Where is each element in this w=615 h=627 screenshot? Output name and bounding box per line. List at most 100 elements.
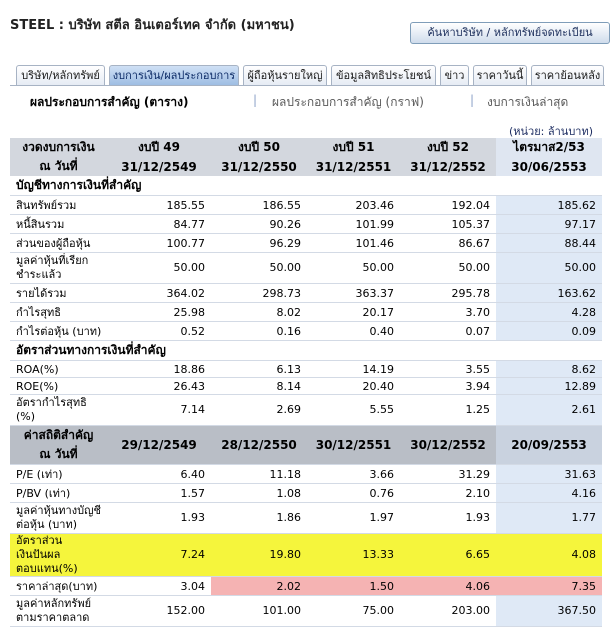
- cell-value: 298.73: [211, 283, 307, 303]
- stats-header-date: 29/12/2549: [107, 425, 211, 465]
- cell-value: 8.02: [211, 302, 307, 322]
- tab-divider: [10, 85, 605, 86]
- row-label: มูลค่าหุ้นที่เรียกชำระแล้ว: [10, 252, 107, 284]
- tab-news[interactable]: ข่าว: [440, 65, 469, 85]
- tab-today-price[interactable]: ราคาวันนี้: [473, 65, 527, 85]
- cell-value: 0.40: [307, 321, 400, 341]
- cell-value: 25.98: [107, 302, 211, 322]
- cell-value: 3.55: [400, 360, 496, 378]
- stats-header-date: 30/12/2552: [400, 425, 496, 465]
- cell-value: 18.86: [107, 360, 211, 378]
- cell-value: 4.16: [496, 483, 602, 503]
- section-title: อัตราส่วนทางการเงินที่สำคัญ: [10, 340, 602, 361]
- tab-historical-price[interactable]: ราคาย้อนหลัง: [531, 65, 604, 85]
- period-header-name: งบปี 51: [307, 138, 400, 157]
- row-label: กำไรสุทธิ: [10, 302, 107, 322]
- section-key-ratios: อัตราส่วนทางการเงินที่สำคัญ: [10, 340, 602, 361]
- table-row: สินทรัพย์รวม 185.55 186.55 203.46 192.04 185.…: [10, 195, 602, 215]
- cell-value: 50.00: [211, 252, 307, 284]
- cell-value: 0.16: [211, 321, 307, 341]
- cell-value: 2.61: [496, 394, 602, 426]
- cell-value: 7.24: [107, 533, 211, 577]
- period-header-row: งวดงบการเงิน งบปี 49 งบปี 50 งบปี 51 งบปี 52…: [10, 138, 602, 157]
- period-header-label: ณ วันที่: [10, 157, 107, 176]
- row-label: กำไรต่อหุ้น (บาท): [10, 321, 107, 341]
- tab-financials[interactable]: งบการเงิน/ผลประกอบการ: [109, 65, 239, 85]
- cell-value: 2.02: [211, 576, 307, 596]
- subnav-current: ผลประกอบการสำคัญ (ตาราง): [30, 93, 188, 112]
- cell-value: 367.50: [496, 595, 602, 627]
- stats-header-line: ค่าสถิติสำคัญ: [23, 428, 94, 442]
- tab-company[interactable]: บริษัท/หลักทรัพย์: [16, 65, 105, 85]
- cell-value: 295.78: [400, 283, 496, 303]
- row-label: P/BV (เท่า): [10, 483, 107, 503]
- table-row: ROE(%) 26.43 8.14 20.40 3.94 12.89: [10, 377, 602, 395]
- cell-value: 0.52: [107, 321, 211, 341]
- row-label: อัตรากำไรสุทธิ (%): [10, 394, 107, 426]
- cell-value: 90.26: [211, 214, 307, 234]
- cell-value: 1.57: [107, 483, 211, 503]
- cell-value: 1.50: [307, 576, 400, 596]
- cell-value: 50.00: [400, 252, 496, 284]
- table-row: มูลค่าหุ้นที่เรียกชำระแล้ว 50.00 50.00 50.0…: [10, 252, 602, 284]
- subnav-latest-statement-link[interactable]: งบการเงินล่าสุด: [487, 95, 569, 109]
- row-label: มูลค่าหลักทรัพย์ตามราคาตลาด: [10, 595, 107, 627]
- cell-value: 12.89: [496, 377, 602, 395]
- table-row: ส่วนของผู้ถือหุ้น 100.77 96.29 101.46 86.67 8…: [10, 233, 602, 253]
- period-header-date: 31/12/2549: [107, 157, 211, 176]
- row-label: อัตราส่วนเงินปันผลตอบแทน(%): [10, 533, 107, 577]
- cell-value: 0.76: [307, 483, 400, 503]
- cell-value: 6.13: [211, 360, 307, 378]
- cell-value: 4.06: [400, 576, 496, 596]
- cell-value: 75.00: [307, 595, 400, 627]
- table-row: ราคาล่าสุด(บาท) 3.04 2.02 1.50 4.06 7.35: [10, 576, 602, 596]
- period-header-date: 31/12/2550: [211, 157, 307, 176]
- cell-value: 192.04: [400, 195, 496, 215]
- table-row: P/BV (เท่า) 1.57 1.08 0.76 2.10 4.16: [10, 483, 602, 503]
- row-label: ราคาล่าสุด(บาท): [10, 576, 107, 596]
- page-title: STEEL : บริษัท สตีล อินเตอร์เทค จำกัด (ม…: [10, 18, 295, 33]
- table-row: กำไรต่อหุ้น (บาท) 0.52 0.16 0.40 0.07 0.09: [10, 321, 602, 341]
- cell-value: 19.80: [211, 533, 307, 577]
- subnav-graph-link[interactable]: ผลประกอบการสำคัญ (กราฟ): [272, 95, 424, 109]
- cell-value: 84.77: [107, 214, 211, 234]
- cell-value: 3.70: [400, 302, 496, 322]
- cell-value: 14.19: [307, 360, 400, 378]
- period-header-date: 30/06/2553: [496, 157, 602, 176]
- company-search-button[interactable]: ค้นหาบริษัท / หลักทรัพย์จดทะเบียน: [410, 22, 610, 44]
- row-label: มูลค่าหุ้นทางบัญชีต่อหุ้น (บาท): [10, 502, 107, 534]
- cell-value: 203.00: [400, 595, 496, 627]
- cell-value: 20.40: [307, 377, 400, 395]
- table-row: หนี้สินรวม 84.77 90.26 101.99 105.37 97.17: [10, 214, 602, 234]
- cell-value: 101.00: [211, 595, 307, 627]
- cell-value: 13.33: [307, 533, 400, 577]
- period-header-label: งวดงบการเงิน: [10, 138, 107, 157]
- row-label: ROA(%): [10, 360, 107, 378]
- cell-value: 31.63: [496, 464, 602, 484]
- cell-value: 0.07: [400, 321, 496, 341]
- cell-value: 4.08: [496, 533, 602, 577]
- cell-value: 50.00: [307, 252, 400, 284]
- cell-value: 8.14: [211, 377, 307, 395]
- subnav-separator: |: [470, 93, 475, 107]
- period-header-row: ณ วันที่ 31/12/2549 31/12/2550 31/12/2551 31…: [10, 157, 602, 176]
- tab-benefits[interactable]: ข้อมูลสิทธิประโยชน์: [331, 65, 436, 85]
- cell-value: 3.94: [400, 377, 496, 395]
- cell-value: 186.55: [211, 195, 307, 215]
- section-key-financials: บัญชีทางการเงินที่สำคัญ: [10, 176, 602, 196]
- cell-value: 1.08: [211, 483, 307, 503]
- cell-value: 364.02: [107, 283, 211, 303]
- cell-value: 1.77: [496, 502, 602, 534]
- tab-major-shareholders[interactable]: ผู้ถือหุ้นรายใหญ่: [243, 65, 327, 85]
- table-row: กำไรสุทธิ 25.98 8.02 20.17 3.70 4.28: [10, 302, 602, 322]
- cell-value: 1.86: [211, 502, 307, 534]
- cell-value: 1.25: [400, 394, 496, 426]
- cell-value: 4.28: [496, 302, 602, 322]
- table-row: อัตราส่วนเงินปันผลตอบแทน(%) 7.24 19.80 13.3…: [10, 533, 602, 577]
- cell-value: 50.00: [107, 252, 211, 284]
- stats-header-line: ณ วันที่: [39, 447, 78, 461]
- row-label: ส่วนของผู้ถือหุ้น: [10, 233, 107, 253]
- table-row: มูลค่าหลักทรัพย์ตามราคาตลาด 152.00 101.00 7…: [10, 595, 602, 627]
- cell-value: 31.29: [400, 464, 496, 484]
- cell-value: 163.62: [496, 283, 602, 303]
